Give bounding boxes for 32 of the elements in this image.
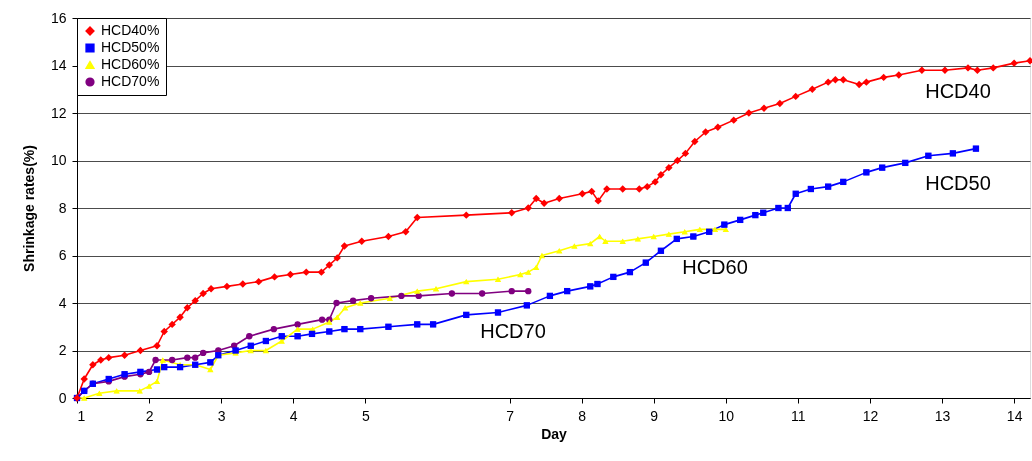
x-tick-label: 11 [791,407,806,424]
annotation: HCD70 [480,320,546,342]
x-tick-label: 5 [361,407,370,424]
x-tick-label: 4 [289,407,298,424]
legend-label: HCD40% [101,22,160,38]
y-tick-label: 0 [58,389,67,406]
x-tick-label: 13 [934,407,951,424]
x-tick-label: 1 [77,407,86,424]
x-tick-label: 8 [578,407,587,424]
legend-label: HCD50% [101,39,160,55]
x-tick-label: 10 [718,407,735,424]
y-tick-label: 10 [50,152,67,168]
x-tick-label: 12 [862,407,879,424]
annotation: HCD50 [925,172,991,194]
y-tick-label: 6 [58,247,67,263]
y-tick-label: 8 [58,199,67,216]
x-tick-label: 3 [217,407,226,424]
y-tick-label: 2 [58,342,67,358]
x-tick-label: 2 [145,407,154,424]
y-tick-label: 4 [58,294,67,311]
annotation: HCD60 [682,256,748,278]
legend-label: HCD70% [101,73,160,89]
y-tick-label: 16 [50,9,67,26]
annotation: HCD40 [925,80,991,102]
y-axis-title: Shrinkage rates(%) [20,145,37,272]
x-tick-label: 7 [506,407,515,424]
x-axis-title: Day [541,425,568,442]
x-tick-label: 14 [1006,407,1023,424]
y-tick-label: 12 [50,104,67,121]
x-tick-label: 9 [650,407,659,424]
y-tick-label: 14 [50,57,67,73]
legend-label: HCD60% [101,56,160,72]
